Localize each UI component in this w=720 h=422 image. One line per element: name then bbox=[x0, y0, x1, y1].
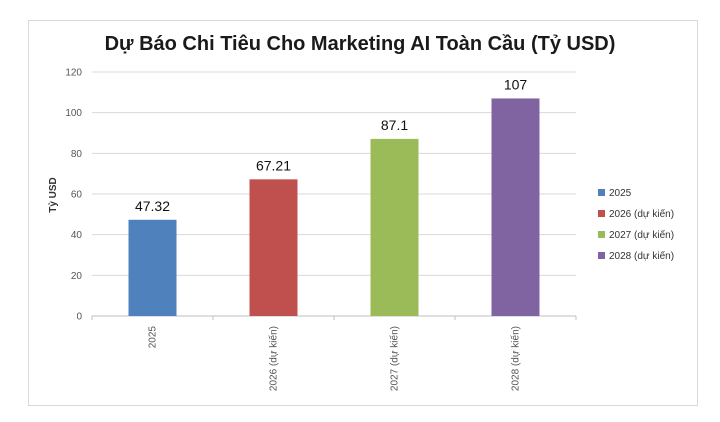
x-tick-label: 2025 bbox=[148, 326, 159, 349]
legend-label: 2027 (dự kiến) bbox=[609, 229, 674, 241]
legend-swatch bbox=[598, 231, 605, 238]
y-tick-label: 100 bbox=[65, 108, 82, 119]
y-tick-label: 0 bbox=[76, 312, 82, 323]
bar bbox=[491, 98, 540, 316]
y-axis-label: Tỷ USD bbox=[48, 177, 59, 213]
legend-label: 2028 (dự kiến) bbox=[609, 250, 674, 262]
data-label: 107 bbox=[504, 76, 528, 92]
x-tick-label: 2028 (dự kiến) bbox=[510, 326, 522, 391]
y-tick-label: 20 bbox=[71, 271, 83, 282]
legend-swatch bbox=[598, 189, 605, 196]
legend-label: 2025 bbox=[609, 188, 632, 199]
legend-swatch bbox=[598, 252, 605, 259]
legend-swatch bbox=[598, 210, 605, 217]
x-axis-ticks: 2025 2026 (dự kiến) 2027 (dự kiến) 2028 (dự… bbox=[91, 316, 577, 391]
data-label: 47.32 bbox=[135, 198, 170, 214]
data-label: 67.21 bbox=[256, 157, 291, 173]
bar bbox=[249, 179, 298, 316]
x-tick-label: 2027 (dự kiến) bbox=[389, 326, 401, 391]
bar bbox=[370, 138, 419, 316]
chart-frame bbox=[28, 20, 698, 406]
y-tick-label: 60 bbox=[71, 190, 83, 201]
bars bbox=[128, 98, 540, 316]
y-tick-label: 80 bbox=[71, 149, 83, 160]
legend: 2025 2026 (dự kiến) 2027 (dự kiến) 2028 (dự… bbox=[598, 188, 674, 262]
bar bbox=[128, 219, 177, 316]
y-tick-label: 120 bbox=[65, 68, 82, 79]
legend-label: 2026 (dự kiến) bbox=[609, 208, 674, 220]
y-axis-ticks: 0 20 40 60 80 100 120 bbox=[65, 68, 82, 323]
x-tick-label: 2026 (dự kiến) bbox=[268, 326, 280, 391]
y-tick-label: 40 bbox=[71, 230, 83, 241]
chart-title: Dự Báo Chi Tiêu Cho Marketing AI Toàn Cầ… bbox=[105, 33, 616, 55]
data-label: 87.1 bbox=[381, 117, 408, 133]
data-labels: 47.32 67.21 87.1 107 bbox=[135, 76, 527, 213]
